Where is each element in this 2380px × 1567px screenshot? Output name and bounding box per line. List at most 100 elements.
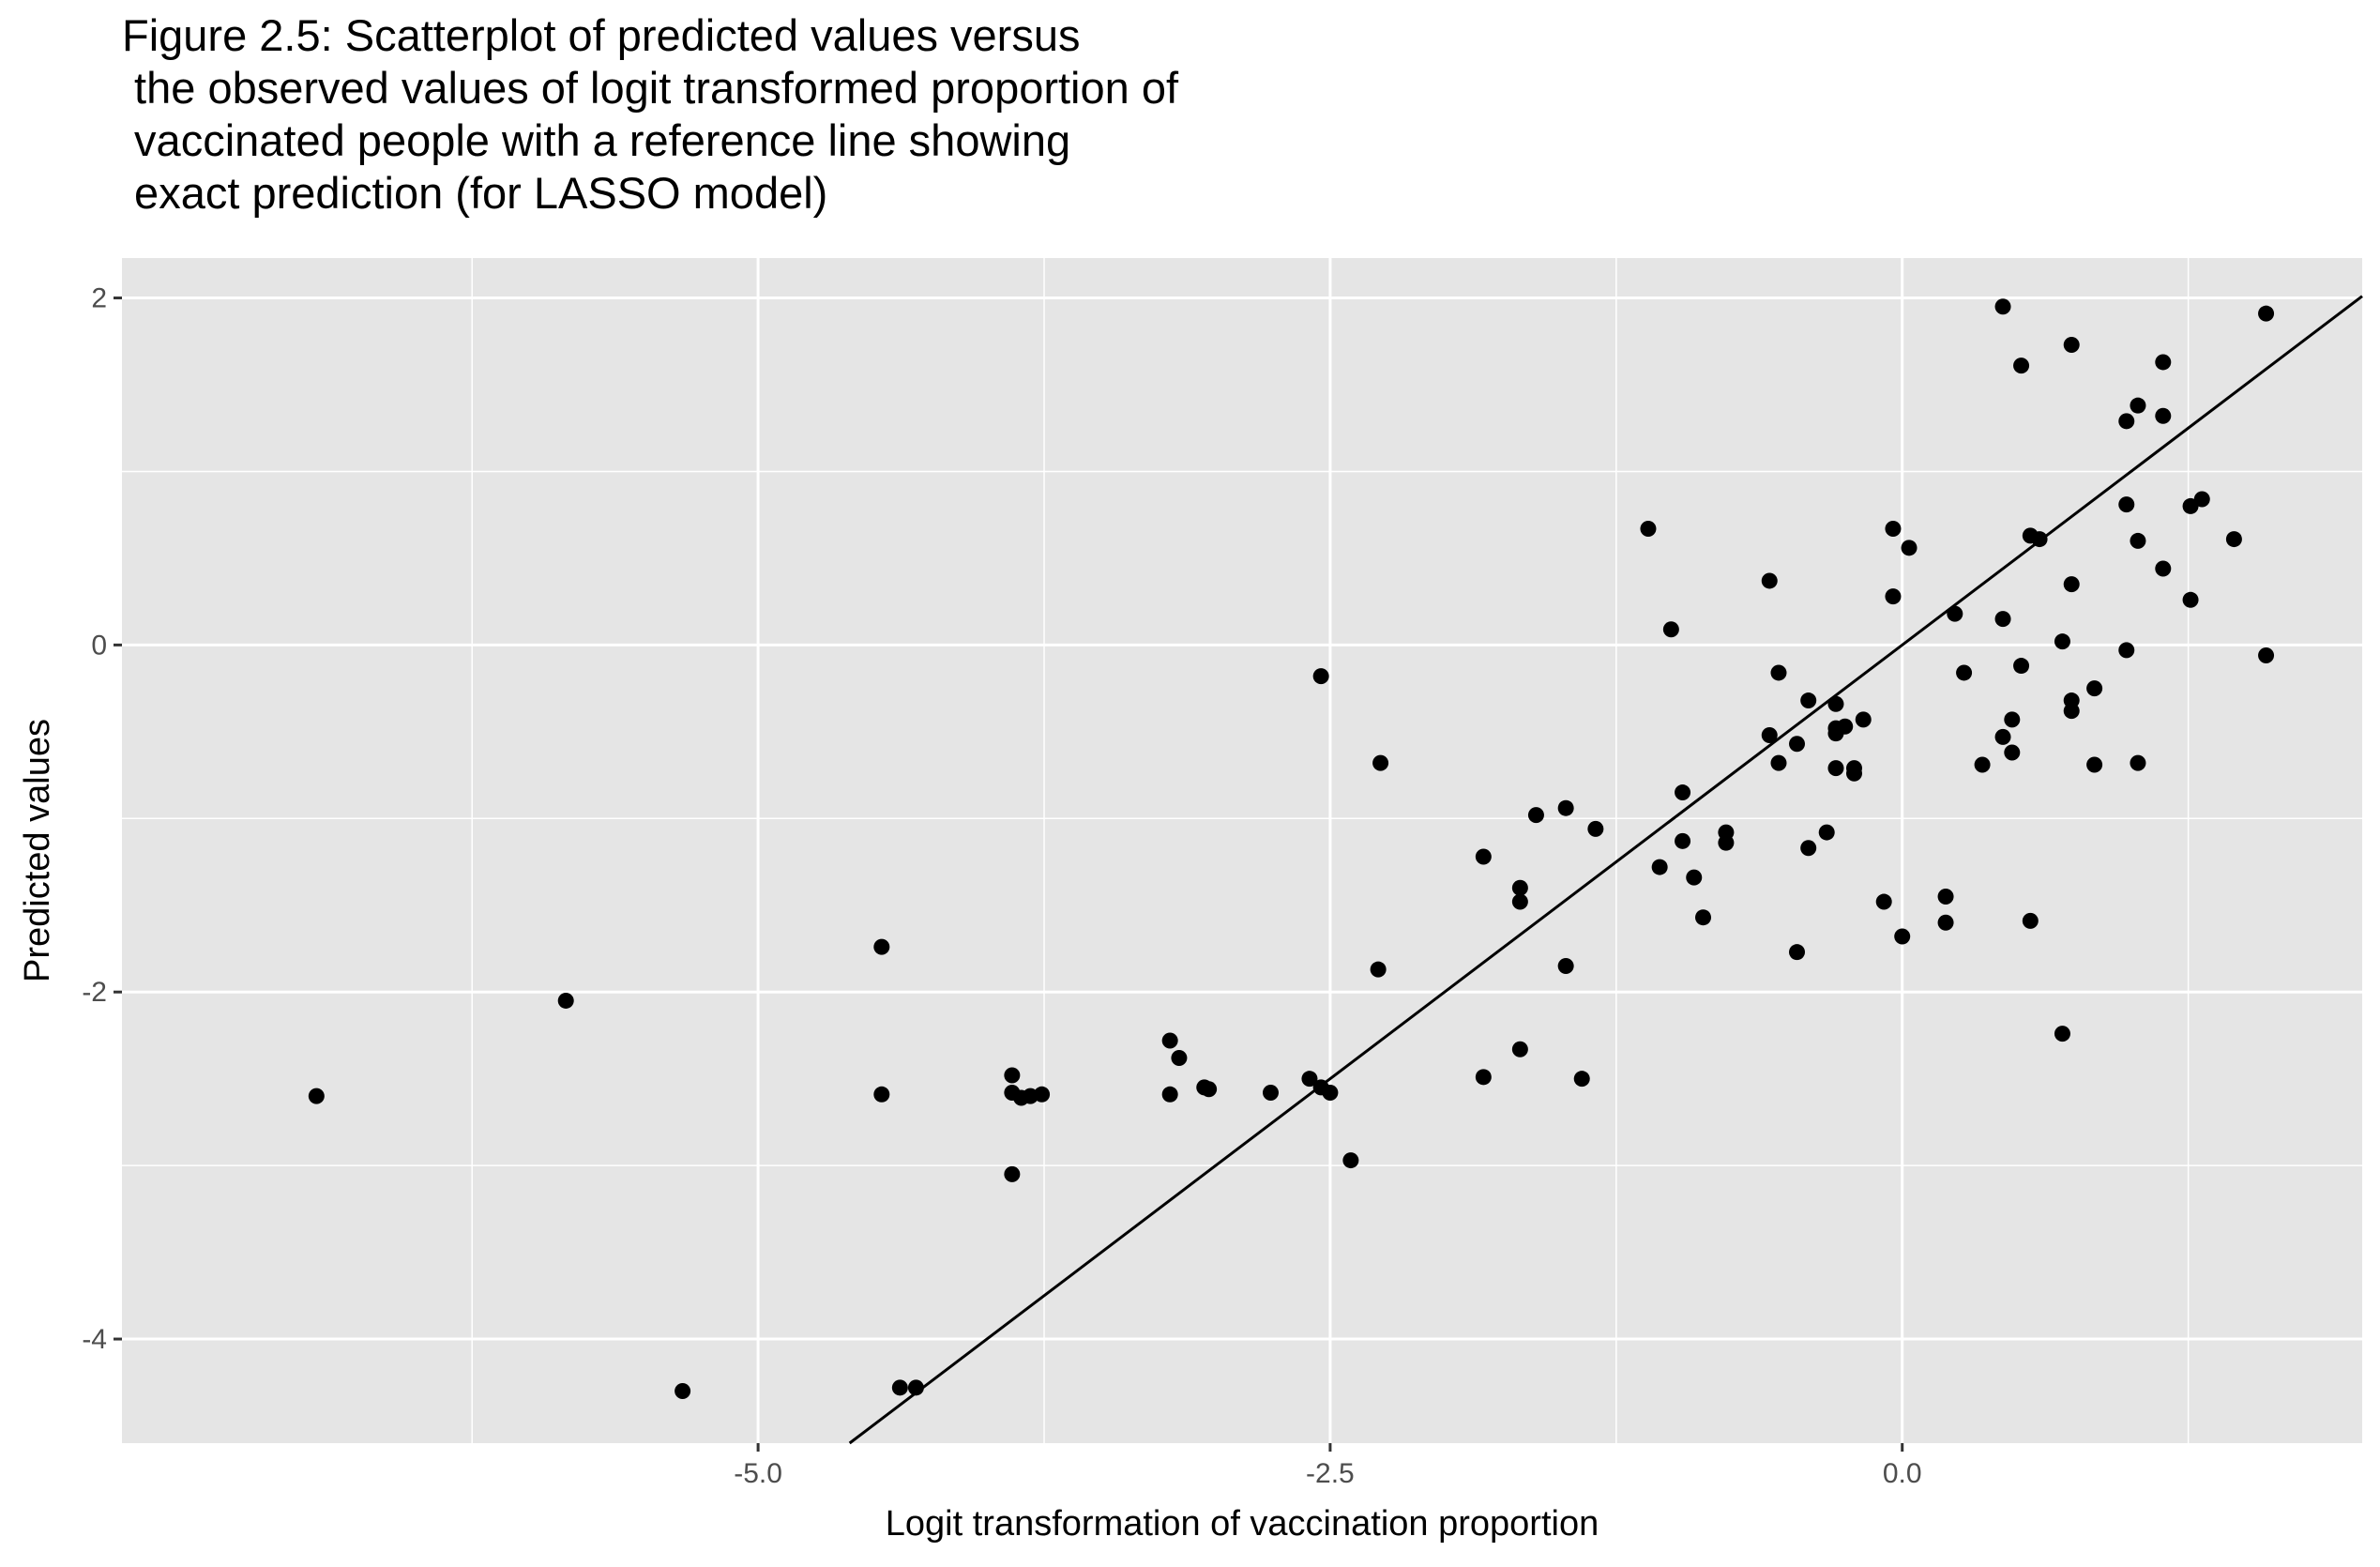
y-tick-label: 0 [91, 630, 107, 661]
data-point [1370, 961, 1387, 978]
data-point [2193, 491, 2210, 508]
data-point [2182, 591, 2199, 608]
data-point [1372, 754, 1389, 771]
data-point [1800, 692, 1817, 709]
data-point [907, 1379, 924, 1396]
data-point [1894, 928, 1911, 945]
data-point [1818, 824, 1835, 841]
data-point [891, 1379, 908, 1396]
data-point [1695, 909, 1712, 926]
data-point [1312, 668, 1329, 685]
data-point [1301, 1071, 1318, 1088]
data-point [1262, 1084, 1279, 1101]
data-point [873, 938, 890, 955]
data-point [2118, 642, 2135, 659]
chart-title: Figure 2.5: Scatterplot of predicted val… [122, 9, 1623, 220]
data-point [1640, 520, 1657, 537]
data-point [1342, 1152, 1359, 1169]
data-point [1855, 711, 1872, 728]
y-tick-label: 2 [91, 283, 107, 314]
data-point [1956, 664, 1973, 681]
data-point [2118, 413, 2135, 430]
y-tick-label: -4 [82, 1324, 107, 1355]
data-point [1885, 588, 1902, 605]
data-point [557, 992, 574, 1009]
data-point [1573, 1071, 1590, 1088]
data-point [2182, 497, 2199, 514]
chart-title-line: the observed values of logit transformed… [122, 63, 1179, 113]
data-point [1171, 1049, 1188, 1066]
data-point [2258, 647, 2275, 663]
data-point [1947, 605, 1963, 622]
data-point [1587, 820, 1604, 837]
data-point [1662, 621, 1679, 638]
data-point [1761, 727, 1778, 744]
data-point [1845, 765, 1862, 782]
data-point [2086, 680, 2103, 697]
y-tick-label: -2 [82, 977, 107, 1008]
data-point [1004, 1067, 1021, 1084]
data-point [1511, 1041, 1528, 1057]
reference-line [848, 295, 2363, 1445]
data-point [1557, 799, 1574, 816]
data-point [1322, 1084, 1339, 1101]
data-point [1761, 572, 1778, 589]
data-point [1527, 807, 1544, 824]
data-point [873, 1086, 890, 1103]
data-point [1201, 1081, 1218, 1098]
chart-title-line: exact prediction (for LASSO model) [122, 168, 828, 218]
data-point [1994, 728, 2011, 745]
plot-panel [122, 258, 2362, 1443]
minor-gridlines [122, 258, 2362, 1443]
data-point [1827, 760, 1844, 777]
data-point [1686, 869, 1703, 886]
data-point [1770, 664, 1787, 681]
data-point [2004, 744, 2021, 761]
data-point [1885, 520, 1902, 537]
data-point [2155, 560, 2172, 577]
chart-title-line: Figure 2.5: Scatterplot of predicted val… [122, 10, 1081, 60]
data-point [1511, 893, 1528, 910]
data-point [2013, 658, 2030, 675]
x-axis-ticks: -5.0 -2.5 0.0 [734, 1443, 1922, 1489]
data-point [1161, 1032, 1178, 1049]
data-point [2225, 531, 2242, 548]
data-point [2130, 397, 2146, 414]
x-axis-title: Logit transformation of vaccination prop… [886, 1504, 1599, 1544]
data-point [1557, 957, 1574, 974]
x-tick-label: -5.0 [734, 1458, 782, 1489]
data-point [2258, 305, 2275, 322]
x-tick-label: -2.5 [1306, 1458, 1355, 1489]
data-point [1875, 893, 1892, 910]
data-point [2155, 407, 2172, 424]
data-point [1004, 1165, 1021, 1182]
data-point [1789, 736, 1806, 753]
data-point [2054, 1026, 2070, 1042]
data-point [1800, 840, 1817, 857]
data-point [675, 1383, 691, 1400]
data-point [1675, 784, 1691, 801]
data-point [1034, 1086, 1051, 1103]
data-point [1770, 754, 1787, 771]
data-point [2022, 912, 2039, 929]
data-point [1901, 540, 1918, 556]
x-tick-label: 0.0 [1883, 1458, 1922, 1489]
data-point [1475, 1069, 1492, 1086]
data-point [1511, 879, 1528, 896]
data-point [1827, 695, 1844, 712]
data-point [2063, 576, 2080, 593]
data-point [1994, 611, 2011, 628]
data-point [1161, 1086, 1178, 1103]
data-point [2013, 358, 2030, 374]
data-point [2063, 336, 2080, 353]
major-gridlines [122, 258, 2362, 1443]
data-point [1994, 298, 2011, 315]
chart-title-line: vaccinated people with a reference line … [122, 115, 1071, 165]
data-point [2063, 703, 2080, 720]
data-point [2130, 754, 2146, 771]
data-point [1789, 944, 1806, 961]
data-point [2155, 354, 2172, 371]
data-point [2118, 496, 2135, 513]
data-point [1937, 914, 1954, 931]
data-point [1937, 889, 1954, 905]
